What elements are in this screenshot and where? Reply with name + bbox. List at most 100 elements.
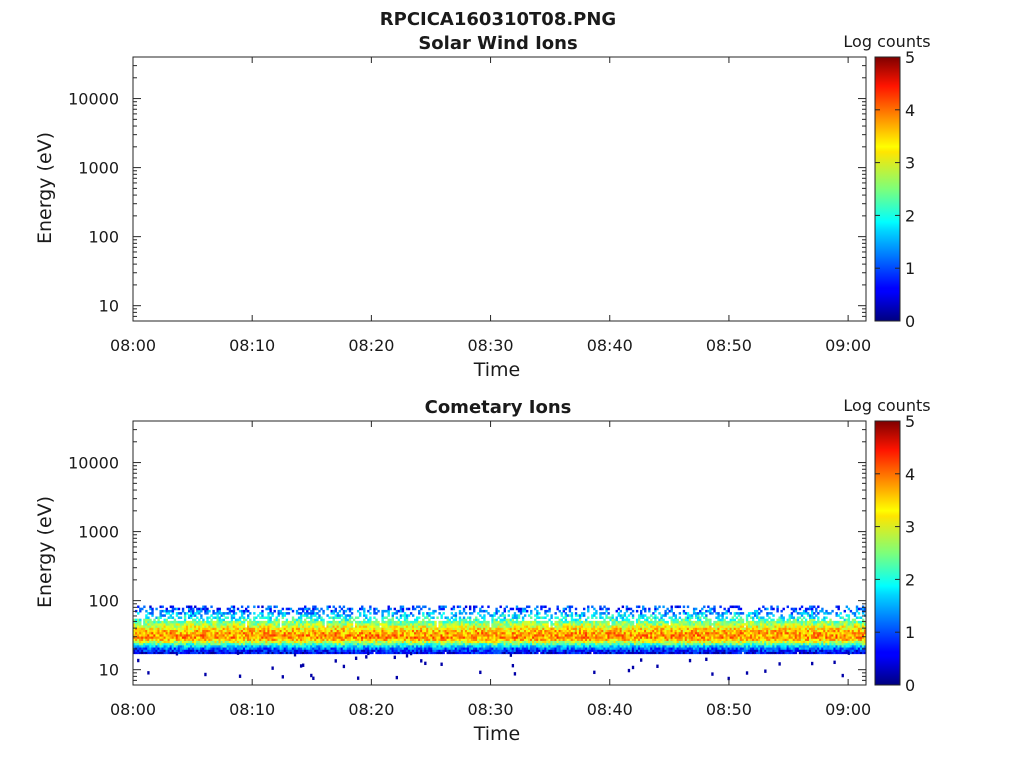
heatmap-cell (261, 649, 264, 652)
heatmap-cell (403, 627, 407, 630)
heatmap-cell (238, 649, 242, 652)
heatmap-cell (356, 629, 360, 633)
heatmap-cell (615, 649, 618, 652)
heatmap-cell (344, 620, 348, 624)
heatmap-cell (334, 614, 337, 617)
heatmap-cell (409, 645, 413, 648)
heatmap-cell (629, 636, 633, 639)
heatmap-cell (230, 620, 234, 624)
heatmap-cell (143, 638, 146, 641)
heatmap-cell (336, 649, 339, 652)
heatmap-cell (363, 609, 366, 613)
heatmap-cell (230, 618, 234, 622)
heatmap-cell (200, 647, 203, 650)
heatmap-cell (381, 609, 384, 613)
heatmap-cell (432, 645, 435, 648)
heatmap-cell (668, 642, 671, 646)
heatmap-cell (458, 629, 462, 633)
heatmap-cell (367, 618, 370, 622)
heatmap-cell (501, 612, 504, 615)
heatmap-cell (440, 623, 443, 626)
heatmap-cell (244, 631, 248, 635)
heatmap-cell (542, 647, 545, 650)
heatmap-cell (285, 627, 289, 630)
heatmap-cell (682, 638, 686, 641)
heatmap-cell (381, 651, 384, 655)
heatmap-cell (597, 627, 600, 630)
heatmap-cell (540, 629, 543, 633)
heatmap-cell (473, 651, 476, 655)
heatmap-cell (546, 631, 549, 635)
heatmap-cell (377, 636, 380, 639)
heatmap-cell (493, 651, 496, 655)
heatmap-cell (373, 640, 376, 644)
heatmap-cell (587, 636, 590, 639)
heatmap-cell (682, 636, 686, 639)
heatmap-cell (515, 651, 519, 655)
heatmap-cell (642, 605, 645, 609)
heatmap-cell (208, 634, 211, 637)
heatmap-cell (483, 623, 486, 626)
heatmap-cell (601, 636, 604, 639)
heatmap-cell (631, 651, 635, 655)
heatmap-cell (405, 645, 409, 648)
heatmap-cell (316, 651, 319, 655)
heatmap-cell (185, 634, 189, 637)
heatmap-cell (216, 627, 219, 630)
heatmap-cell (572, 636, 576, 639)
heatmap-cell (338, 645, 342, 648)
heatmap-cell (206, 642, 209, 646)
heatmap-cell (654, 605, 657, 609)
heatmap-cell (348, 623, 352, 626)
heatmap-cell (485, 647, 488, 650)
heatmap-cell (652, 629, 655, 633)
heatmap-cell (566, 605, 570, 609)
heatmap-cell (383, 623, 386, 626)
heatmap-cell (314, 623, 317, 626)
heatmap-cell (281, 640, 285, 644)
heatmap-cell (208, 647, 211, 650)
heatmap-cell (287, 638, 291, 641)
heatmap-cell (609, 625, 612, 628)
heatmap-cell (497, 638, 500, 641)
heatmap-cell (210, 618, 213, 622)
heatmap-cell (395, 623, 399, 626)
heatmap-cell (306, 607, 309, 611)
heatmap-cell (143, 627, 146, 630)
heatmap-cell (375, 645, 378, 648)
heatmap-cell (523, 651, 527, 655)
heatmap-cell (228, 609, 232, 613)
heatmap-cell (391, 642, 394, 646)
heatmap-cell (399, 629, 403, 633)
heatmap-cell (175, 640, 179, 644)
heatmap-cell (295, 636, 299, 639)
heatmap-cell (546, 623, 549, 626)
heatmap-cell (399, 640, 403, 644)
heatmap-cell (297, 607, 301, 611)
heatmap-cell (196, 625, 199, 628)
heatmap-cell (424, 623, 427, 626)
heatmap-cell (175, 647, 179, 650)
heatmap-cell (204, 627, 207, 630)
heatmap-cell (434, 651, 437, 655)
heatmap-cell (560, 651, 563, 655)
heatmap-cell (295, 623, 299, 626)
plot-frame (132, 56, 867, 322)
heatmap-cell (259, 649, 262, 652)
heatmap-cell (389, 620, 392, 624)
heatmap-cell (259, 627, 262, 630)
heatmap-cell (568, 609, 572, 613)
heatmap-cell (275, 645, 278, 648)
heatmap-cell (153, 638, 156, 641)
heatmap-cell (230, 614, 234, 617)
heatmap-cell (418, 627, 421, 630)
heatmap-cell (560, 640, 563, 644)
heatmap-cell (574, 647, 578, 650)
heatmap-cell (383, 640, 386, 644)
heatmap-cell (365, 631, 368, 635)
heatmap-cell (517, 620, 521, 624)
heatmap-cell (418, 620, 421, 624)
heatmap-cell (373, 627, 376, 630)
heatmap-cell (326, 614, 329, 617)
heatmap-cell (147, 636, 150, 639)
